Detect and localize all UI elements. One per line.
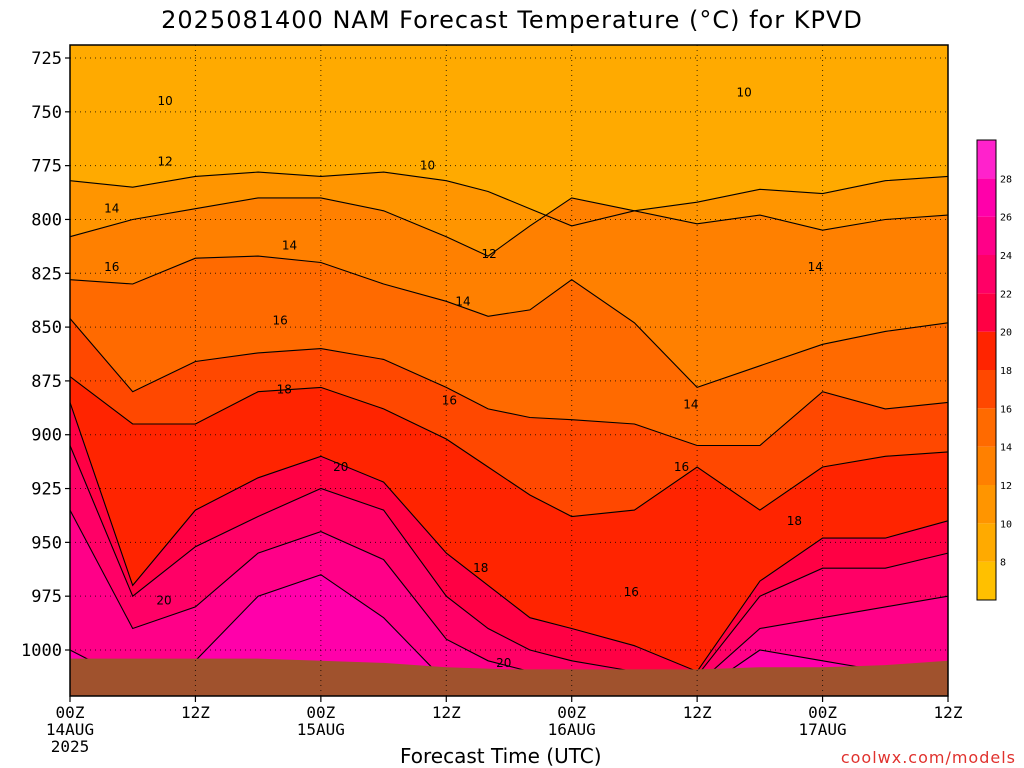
x-tick-label: 00Z (808, 703, 837, 722)
colorbar-tick-label: 20 (1000, 328, 1012, 339)
contour-label: 12 (481, 247, 496, 261)
contour-label: 18 (277, 383, 292, 397)
contour-label: 16 (104, 260, 119, 274)
contour-18 (69, 376, 949, 518)
x-tick-label: 12Z (683, 703, 712, 722)
y-tick-label: 1000 (21, 641, 62, 661)
y-tick-label: 850 (31, 318, 62, 338)
contour-label: 10 (737, 85, 752, 99)
x-tick-date: 17AUG (798, 720, 846, 739)
colorbar-segment (977, 485, 996, 524)
colorbar-tick-label: 8 (1000, 558, 1006, 569)
contour-label: 16 (272, 314, 287, 328)
contour-labels: 10 10 10 12 12 14 14 14 14 14 16 16 16 16 16 18 18 18 20 20… (104, 85, 823, 669)
colorbar-tick-label: 22 (1000, 289, 1012, 300)
contour-label: 16 (674, 460, 689, 474)
contour-label: 16 (442, 393, 457, 407)
colorbar-segment (977, 140, 996, 179)
x-tick-label: 00Z (557, 703, 586, 722)
y-tick-label: 750 (31, 103, 62, 123)
contour-label: 10 (157, 94, 172, 108)
x-tick-date: 14AUG (46, 720, 94, 739)
colorbar-segment (977, 331, 996, 370)
y-tick-label: 825 (31, 264, 62, 284)
colorbar-segment (977, 561, 996, 600)
colorbar-tick-label: 24 (1000, 251, 1012, 262)
contour-label: 18 (787, 514, 802, 528)
colorbar-segment (977, 216, 996, 255)
axes (69, 44, 949, 697)
colorbar: 8 10 12 14 16 18 20 22 24 26 28 (976, 139, 1012, 601)
colorbar-tick-label: 10 (1000, 519, 1012, 530)
contour-20 (69, 402, 949, 673)
colorbar-tick-label: 12 (1000, 481, 1012, 492)
colorbar-tick-label: 18 (1000, 366, 1012, 377)
contour-16 (69, 318, 949, 447)
x-tick-label: 12Z (181, 703, 210, 722)
x-tick-label: 00Z (56, 703, 85, 722)
y-tick-label: 725 (31, 49, 62, 69)
contour-label: 14 (104, 202, 119, 216)
colorbar-frame (976, 139, 997, 601)
y-tick-label: 875 (31, 372, 62, 392)
contour-label: 14 (455, 294, 470, 308)
grid-lines (70, 45, 948, 696)
y-tick-label: 975 (31, 587, 62, 607)
x-tick-label: 12Z (934, 703, 963, 722)
ground-fill (70, 658, 948, 696)
y-axis-ticks: 725 750 775 800 825 850 875 900 925 950 975 1000 (21, 49, 70, 661)
contour-label: 14 (282, 238, 297, 252)
y-tick-label: 950 (31, 533, 62, 553)
contour-label: 20 (333, 460, 348, 474)
x-tick-label: 12Z (432, 703, 461, 722)
contour-label: 20 (496, 656, 511, 670)
colorbar-segment (977, 370, 996, 409)
contour-22 (69, 445, 949, 677)
colorbar-tick-label: 28 (1000, 174, 1012, 185)
colorbar-segment (977, 408, 996, 447)
contour-label: 12 (157, 154, 172, 168)
credit-link[interactable]: coolwx.com/models (840, 748, 1016, 767)
colorbar-tick-label: 16 (1000, 404, 1012, 415)
colorbar-segment (977, 293, 996, 332)
contour-12 (69, 197, 949, 257)
contour-label: 10 (420, 159, 435, 173)
contour-label: 18 (473, 561, 488, 575)
colorbar-tick-label: 26 (1000, 213, 1012, 224)
contour-label: 14 (808, 260, 823, 274)
x-tick-year: 2025 (51, 737, 90, 756)
y-tick-label: 800 (31, 210, 62, 230)
contour-14 (69, 255, 949, 389)
colorbar-segment (977, 178, 996, 217)
colorbar-segment (977, 523, 996, 562)
contour-label: 14 (683, 398, 698, 412)
x-axis-label: Forecast Time (UTC) (400, 744, 602, 768)
contour-10 (69, 171, 949, 227)
colorbar-segment (977, 255, 996, 294)
y-tick-label: 900 (31, 426, 62, 446)
x-tick-label: 00Z (306, 703, 335, 722)
chart-title: 2025081400 NAM Forecast Temperature (°C)… (161, 6, 863, 34)
y-tick-label: 925 (31, 480, 62, 500)
contour-label: 16 (624, 585, 639, 599)
ground-surface (70, 658, 948, 696)
contour-label: 20 (156, 593, 171, 607)
temperature-fill (70, 45, 948, 697)
colorbar-segment (977, 446, 996, 485)
x-tick-date: 15AUG (297, 720, 345, 739)
colorbar-tick-label: 14 (1000, 443, 1012, 454)
contour-24 (69, 509, 949, 685)
x-tick-date: 16AUG (548, 720, 596, 739)
plot-frame (69, 44, 949, 697)
y-tick-label: 775 (31, 157, 62, 177)
